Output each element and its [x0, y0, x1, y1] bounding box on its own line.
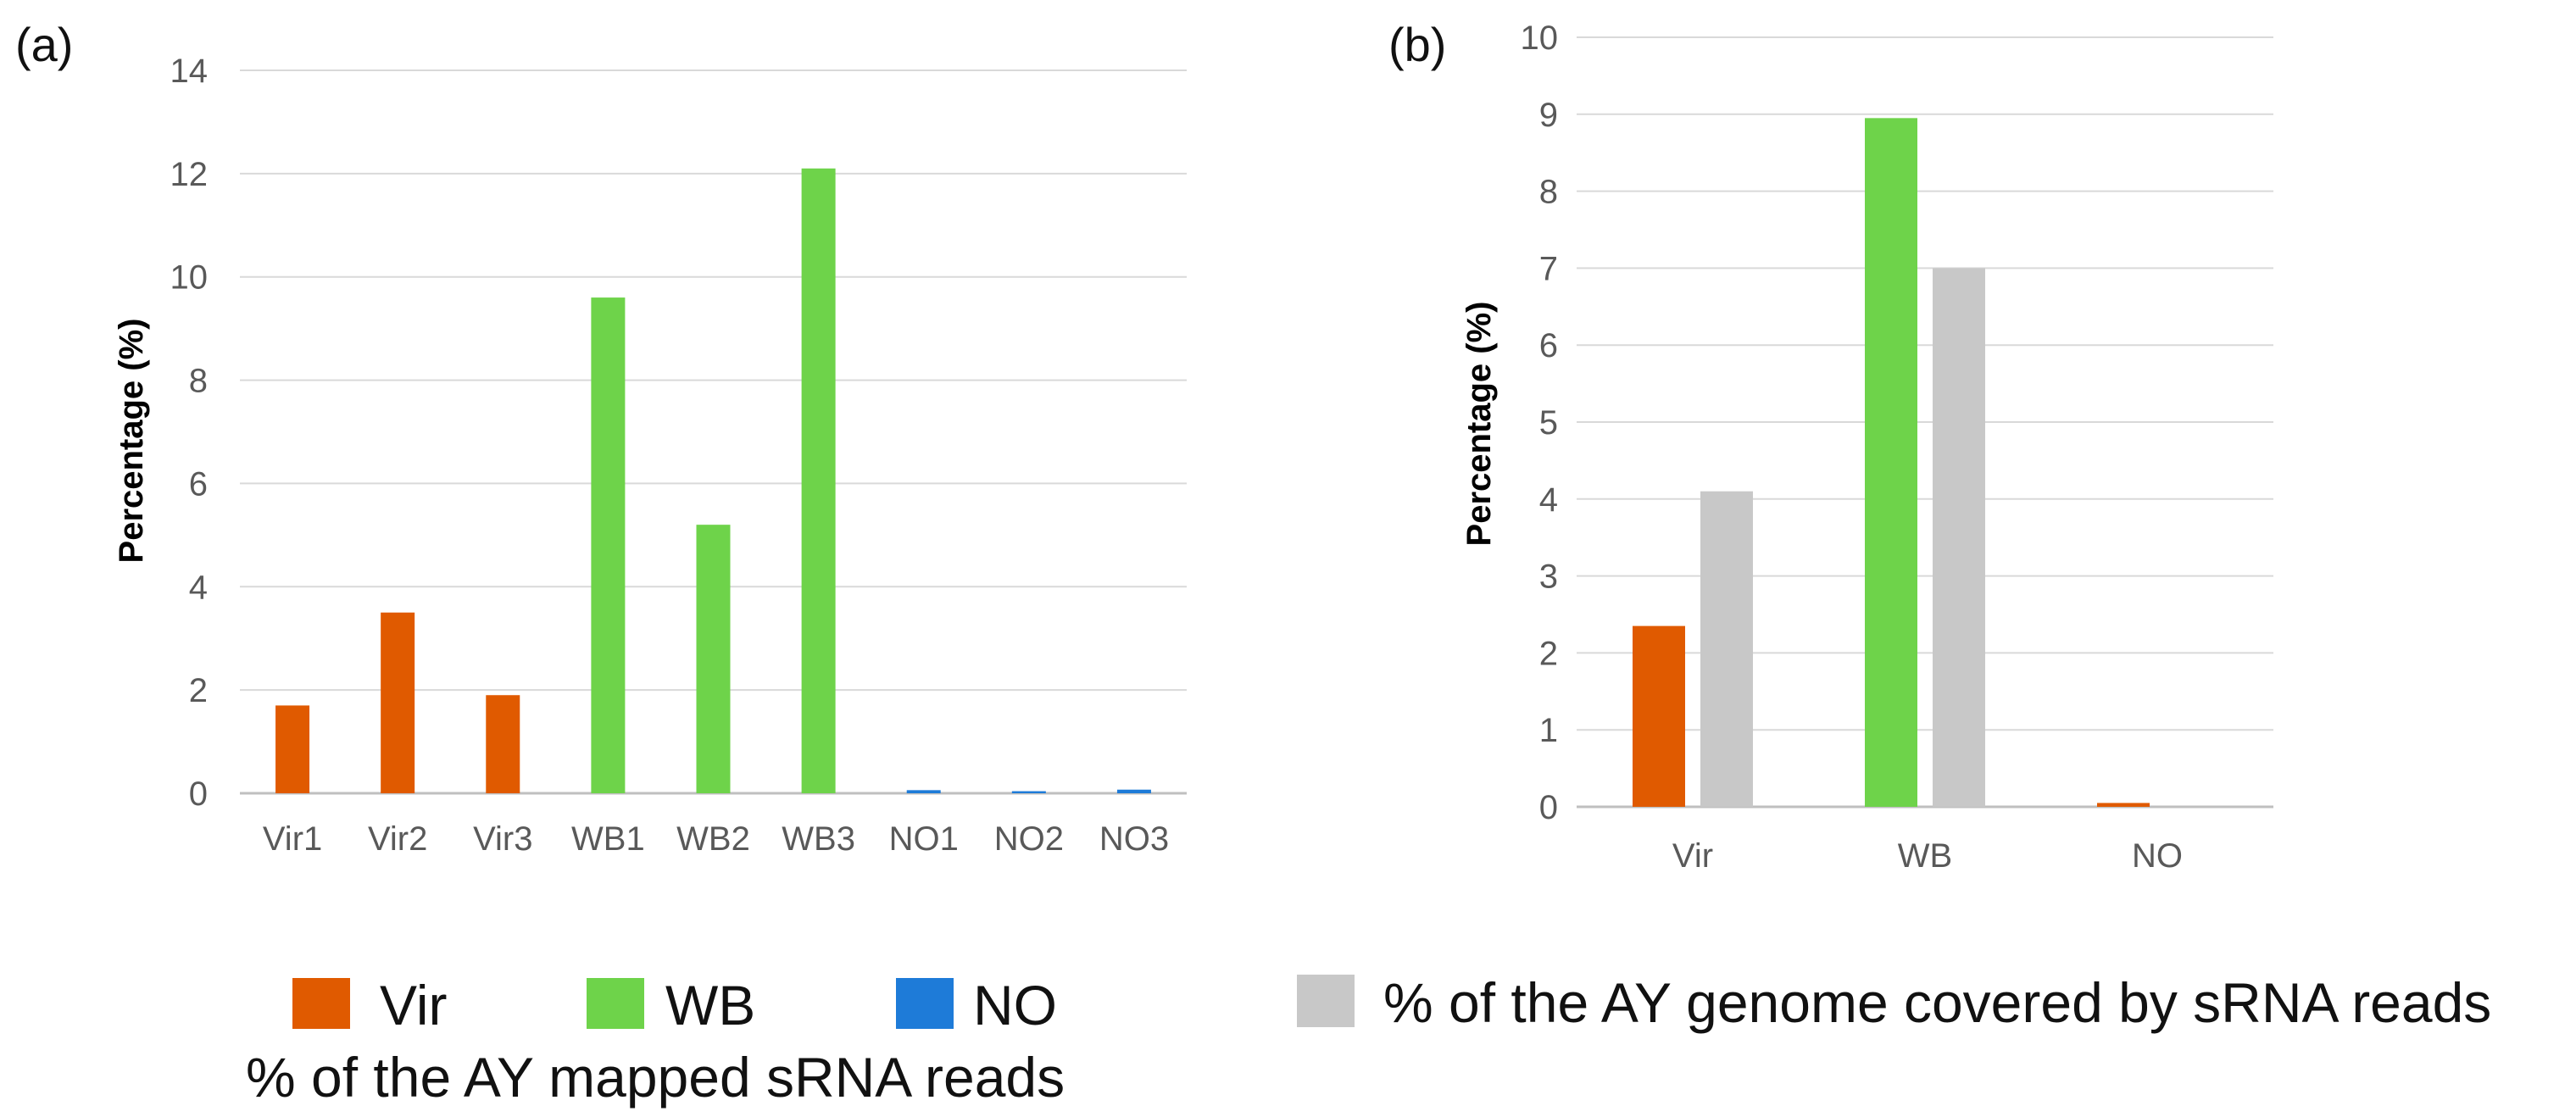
x-tick-label: WB3: [782, 820, 855, 858]
legend-label-wb: WB: [665, 974, 755, 1036]
legend-swatch-coverage: [1297, 975, 1355, 1027]
y-tick-label: 6: [189, 465, 208, 503]
legend-label-no: NO: [973, 974, 1057, 1036]
legend-caption-mapped-reads: % of the AY mapped sRNA reads: [246, 1046, 1065, 1109]
panel-label-b: (b): [1388, 18, 1446, 71]
bar-wb-series-1: [1933, 268, 1985, 807]
y-tick-label: 0: [189, 775, 208, 813]
panel-label-a: (a): [15, 18, 73, 71]
x-tick-label: NO2: [994, 820, 1064, 858]
chart-a-bars: [275, 168, 1151, 794]
bar-vir-series-1: [1700, 491, 1753, 807]
legend-swatch-wb: [587, 978, 644, 1029]
x-tick-label: NO3: [1099, 820, 1169, 858]
legend-swatch-no: [896, 978, 954, 1029]
y-tick-label: 10: [1521, 19, 1559, 57]
bar-wb1: [591, 297, 626, 794]
y-tick-label: 5: [1539, 404, 1558, 442]
bar-no2: [1011, 791, 1046, 793]
bar-vir-series-0: [1633, 625, 1685, 807]
bar-wb2: [696, 525, 731, 793]
chart-b: (b) 0 1 2 3 4 5 6 7 8 9 10 Vir WB NO Percentage (%): [1388, 18, 2273, 875]
legend-label-coverage: % of the AY genome covered by sRNA reads: [1383, 971, 2491, 1034]
y-tick-label: 14: [170, 53, 209, 90]
y-tick-label: 4: [189, 569, 208, 606]
x-tick-label: NO: [2132, 837, 2183, 875]
x-tick-label: WB2: [676, 820, 750, 858]
chart-b-x-ticks: Vir WB NO: [1672, 837, 2183, 875]
x-tick-label: Vir2: [368, 820, 427, 858]
y-tick-label: 6: [1539, 327, 1558, 364]
x-tick-label: WB1: [571, 820, 645, 858]
y-tick-label: 10: [170, 259, 209, 297]
chart-a: (a) 0 2 4 6 8 10 12 14 Vir1 Vir2 Vir3 WB1 WB2 WB3 NO1…: [15, 18, 1187, 858]
bar-vir3: [486, 695, 520, 793]
x-tick-label: Vir3: [473, 820, 532, 858]
bar-no3: [1116, 789, 1151, 793]
y-tick-label: 8: [1539, 174, 1558, 211]
chart-b-y-ticks: 0 1 2 3 4 5 6 7 8 9 10: [1521, 19, 1559, 826]
x-tick-label: Vir: [1672, 837, 1713, 875]
bar-wb3: [801, 168, 836, 793]
bar-vir2: [381, 612, 415, 793]
legend-a: Vir WB NO % of the AY mapped sRNA reads: [246, 974, 1065, 1109]
chart-b-y-axis-label: Percentage (%): [1460, 302, 1498, 547]
y-tick-label: 3: [1539, 558, 1558, 596]
y-tick-label: 7: [1539, 250, 1558, 287]
x-tick-label: NO1: [889, 820, 959, 858]
legend-label-vir: Vir: [380, 974, 447, 1036]
chart-b-bars: [1633, 118, 2150, 808]
chart-a-x-ticks: Vir1 Vir2 Vir3 WB1 WB2 WB3 NO1 NO2 NO3: [263, 820, 1169, 858]
x-tick-label: WB: [1898, 837, 1952, 875]
y-tick-label: 2: [1539, 635, 1558, 672]
y-tick-label: 8: [189, 363, 208, 400]
y-tick-label: 2: [189, 672, 208, 709]
x-tick-label: Vir1: [263, 820, 322, 858]
y-tick-label: 1: [1539, 712, 1558, 749]
bar-no-series-0: [2097, 803, 2150, 807]
bar-vir1: [275, 705, 310, 793]
chart-a-y-axis-label: Percentage (%): [113, 319, 150, 564]
legend-b: % of the AY genome covered by sRNA reads: [1297, 971, 2491, 1034]
chart-a-y-ticks: 0 2 4 6 8 10 12 14: [170, 53, 209, 813]
y-tick-label: 0: [1539, 789, 1558, 826]
chart-b-gridlines: [1577, 36, 2273, 809]
y-tick-label: 4: [1539, 481, 1558, 519]
y-tick-label: 12: [170, 156, 209, 193]
bar-wb-series-0: [1865, 118, 1917, 808]
bar-no1: [906, 790, 941, 793]
legend-swatch-vir: [292, 978, 350, 1029]
y-tick-label: 9: [1539, 97, 1558, 134]
